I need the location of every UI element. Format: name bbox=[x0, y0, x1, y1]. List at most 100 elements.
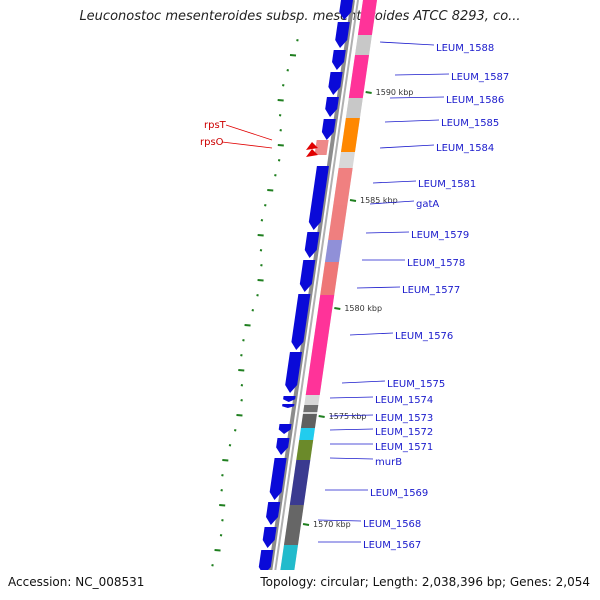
gene-leader-line bbox=[379, 41, 435, 46]
gene-label-murb: murB bbox=[375, 457, 402, 468]
rpst-feature bbox=[314, 140, 329, 155]
cog-segment bbox=[328, 205, 348, 240]
cog-segment bbox=[280, 545, 298, 570]
gc-skew-dot bbox=[238, 369, 245, 372]
rna-label-rpso: rpsO bbox=[200, 137, 224, 148]
gc-skew-dot bbox=[279, 129, 282, 132]
cog-segment bbox=[348, 55, 370, 98]
scale-tick bbox=[365, 91, 372, 94]
genome-map: 1590 kbp 1585 kbp 1580 kbp 1575 kbp 1570 kbp… bbox=[200, 0, 509, 570]
scale-tick-label: 1590 kbp bbox=[376, 88, 414, 97]
cds-arrow bbox=[339, 0, 353, 20]
gene-label-leum_1571: LEUM_1571 bbox=[375, 442, 433, 453]
gc-skew-dot bbox=[220, 489, 223, 492]
topology-stats-text: Topology: circular; Length: 2,038,396 bp… bbox=[260, 575, 590, 589]
gc-skew-dot bbox=[267, 189, 274, 192]
gc-skew-dot bbox=[277, 159, 281, 162]
cds-arrow bbox=[328, 72, 343, 95]
gc-skew-dot bbox=[289, 54, 297, 57]
cog-segment bbox=[289, 460, 311, 505]
cds-arrow bbox=[325, 97, 339, 117]
gc-skew-dot bbox=[277, 144, 284, 147]
cog-segment bbox=[320, 262, 340, 295]
gene-leader-line bbox=[389, 96, 445, 99]
gene-label-leum_1575: LEUM_1575 bbox=[387, 379, 445, 390]
gene-label-leum_1581: LEUM_1581 bbox=[418, 179, 476, 190]
gc-skew-dot bbox=[278, 114, 282, 117]
cog-segment bbox=[333, 168, 353, 205]
cog-segment bbox=[283, 505, 304, 545]
gene-leader-line bbox=[372, 180, 417, 184]
gc-skew-dot bbox=[260, 219, 264, 222]
gene-label-leum_1585: LEUM_1585 bbox=[441, 118, 499, 129]
gene-label-leum_1579: LEUM_1579 bbox=[411, 230, 469, 241]
gc-skew-dot bbox=[219, 504, 226, 507]
gc-skew-dot bbox=[277, 99, 284, 102]
cds-arrow bbox=[258, 550, 274, 570]
gene-label-leum_1568: LEUM_1568 bbox=[363, 519, 421, 530]
gc-skew-dot bbox=[240, 354, 243, 357]
cog-segment bbox=[355, 35, 372, 55]
gene-leader-line bbox=[384, 119, 440, 123]
gc-skew-dot bbox=[256, 294, 259, 297]
rna-leader-line bbox=[221, 141, 273, 149]
gene-leader-line bbox=[329, 457, 374, 460]
gc-skew-dot bbox=[214, 549, 221, 552]
gene-label-leum_1586: LEUM_1586 bbox=[446, 95, 504, 106]
gene-leader-line bbox=[329, 396, 374, 399]
gc-skew-dot bbox=[257, 279, 264, 282]
gc-skew-dot bbox=[257, 234, 264, 237]
gene-label-leum_1573: LEUM_1573 bbox=[375, 413, 433, 424]
gene-label-leum_1587: LEUM_1587 bbox=[451, 72, 509, 83]
cds-arrow bbox=[335, 22, 350, 48]
gene-label-leum_1572: LEUM_1572 bbox=[375, 427, 433, 438]
cog-segment bbox=[303, 405, 319, 412]
gene-leader-line bbox=[365, 231, 410, 234]
gene-label-leum_1569: LEUM_1569 bbox=[370, 488, 428, 499]
cds-arrow bbox=[278, 424, 292, 434]
scale-tick-label: 1585 kbp bbox=[360, 196, 398, 205]
cog-segment bbox=[345, 98, 363, 118]
gc-skew-dot bbox=[259, 249, 263, 252]
cds-arrow bbox=[304, 232, 320, 258]
cds-arrow bbox=[285, 352, 302, 393]
gene-leader-line bbox=[394, 73, 450, 76]
gc-skew-dot bbox=[282, 84, 285, 87]
gc-skew-dot bbox=[221, 474, 224, 477]
gene-label-leum_1577: LEUM_1577 bbox=[402, 285, 460, 296]
cds-arrow bbox=[282, 404, 295, 408]
gc-skew-dot bbox=[242, 339, 245, 342]
accession-text: Accession: NC_008531 bbox=[8, 575, 145, 589]
gene-leader-line bbox=[329, 428, 374, 431]
gene-leader-line bbox=[356, 286, 401, 289]
gc-skew-dot bbox=[251, 309, 255, 312]
gene-label-leum_1578: LEUM_1578 bbox=[407, 258, 465, 269]
rpst-arrow bbox=[306, 149, 318, 157]
rna-label-rpst: rpsT bbox=[204, 120, 227, 131]
gene-leader-line bbox=[341, 380, 386, 384]
map-title: Leuconostoc mesenteroides subsp. mesente… bbox=[79, 9, 521, 24]
scale-tick-label: 1575 kbp bbox=[329, 412, 367, 421]
backbone-inner-line bbox=[274, 0, 359, 570]
cog-segment bbox=[357, 0, 377, 35]
gene-leader-line bbox=[379, 144, 435, 149]
gc-skew-dot bbox=[228, 444, 232, 447]
gene-label-leum_1584: LEUM_1584 bbox=[436, 143, 494, 154]
scale-tick-label: 1570 kbp bbox=[313, 520, 351, 529]
gc-skew-dot bbox=[221, 519, 224, 522]
gene-label-leum_1576: LEUM_1576 bbox=[395, 331, 453, 342]
cds-arrow bbox=[269, 458, 287, 500]
cds-arrow bbox=[266, 502, 281, 525]
gc-skew-dot bbox=[236, 414, 243, 417]
rpso-arrow bbox=[306, 142, 318, 150]
rna-leader-line bbox=[225, 124, 273, 141]
cds-arrow bbox=[283, 396, 296, 402]
cog-segment bbox=[305, 295, 335, 395]
cog-segment bbox=[299, 428, 315, 440]
cds-arrow bbox=[308, 166, 329, 230]
gc-skew-dot bbox=[260, 264, 263, 267]
cog-segment bbox=[300, 414, 317, 428]
cds-arrow bbox=[321, 119, 336, 140]
cog-segment bbox=[340, 118, 360, 152]
gene-leader-line bbox=[317, 519, 362, 522]
